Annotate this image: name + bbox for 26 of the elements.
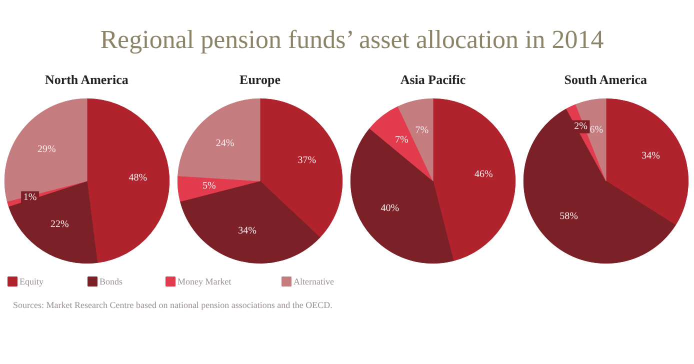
data-label: 1% — [23, 192, 37, 204]
data-label: 48% — [128, 172, 148, 184]
data-label: 7% — [415, 125, 429, 136]
data-label: 24% — [216, 138, 234, 149]
data-label: 34% — [642, 150, 660, 162]
source-note: Sources: Market Research Centre based on national pension associations and the OECD. — [13, 299, 332, 312]
legend-label: Money Market — [178, 276, 232, 286]
chart-title: North America — [44, 72, 129, 87]
legend-label: Alternative — [294, 276, 334, 286]
data-label: 34% — [238, 226, 256, 237]
data-label: 6% — [590, 124, 604, 136]
chart-title: South America — [564, 72, 648, 87]
chart-title: Europe — [240, 72, 281, 87]
chart-title: Asia Pacific — [400, 72, 466, 87]
data-label: 5% — [202, 180, 216, 192]
text: Regional pension funds’ asset allocation in 2014 — [100, 24, 604, 56]
legend-label: Bonds — [100, 276, 124, 286]
legend-label: Equity — [20, 276, 44, 286]
data-label: 2% — [574, 121, 588, 132]
data-label: 29% — [37, 144, 56, 155]
data-label: 40% — [380, 203, 400, 214]
data-label: 7% — [395, 134, 408, 146]
data-label: 46% — [474, 169, 493, 180]
data-label: 37% — [298, 154, 316, 166]
data-label: 22% — [50, 219, 69, 230]
data-label: 58% — [560, 210, 578, 222]
